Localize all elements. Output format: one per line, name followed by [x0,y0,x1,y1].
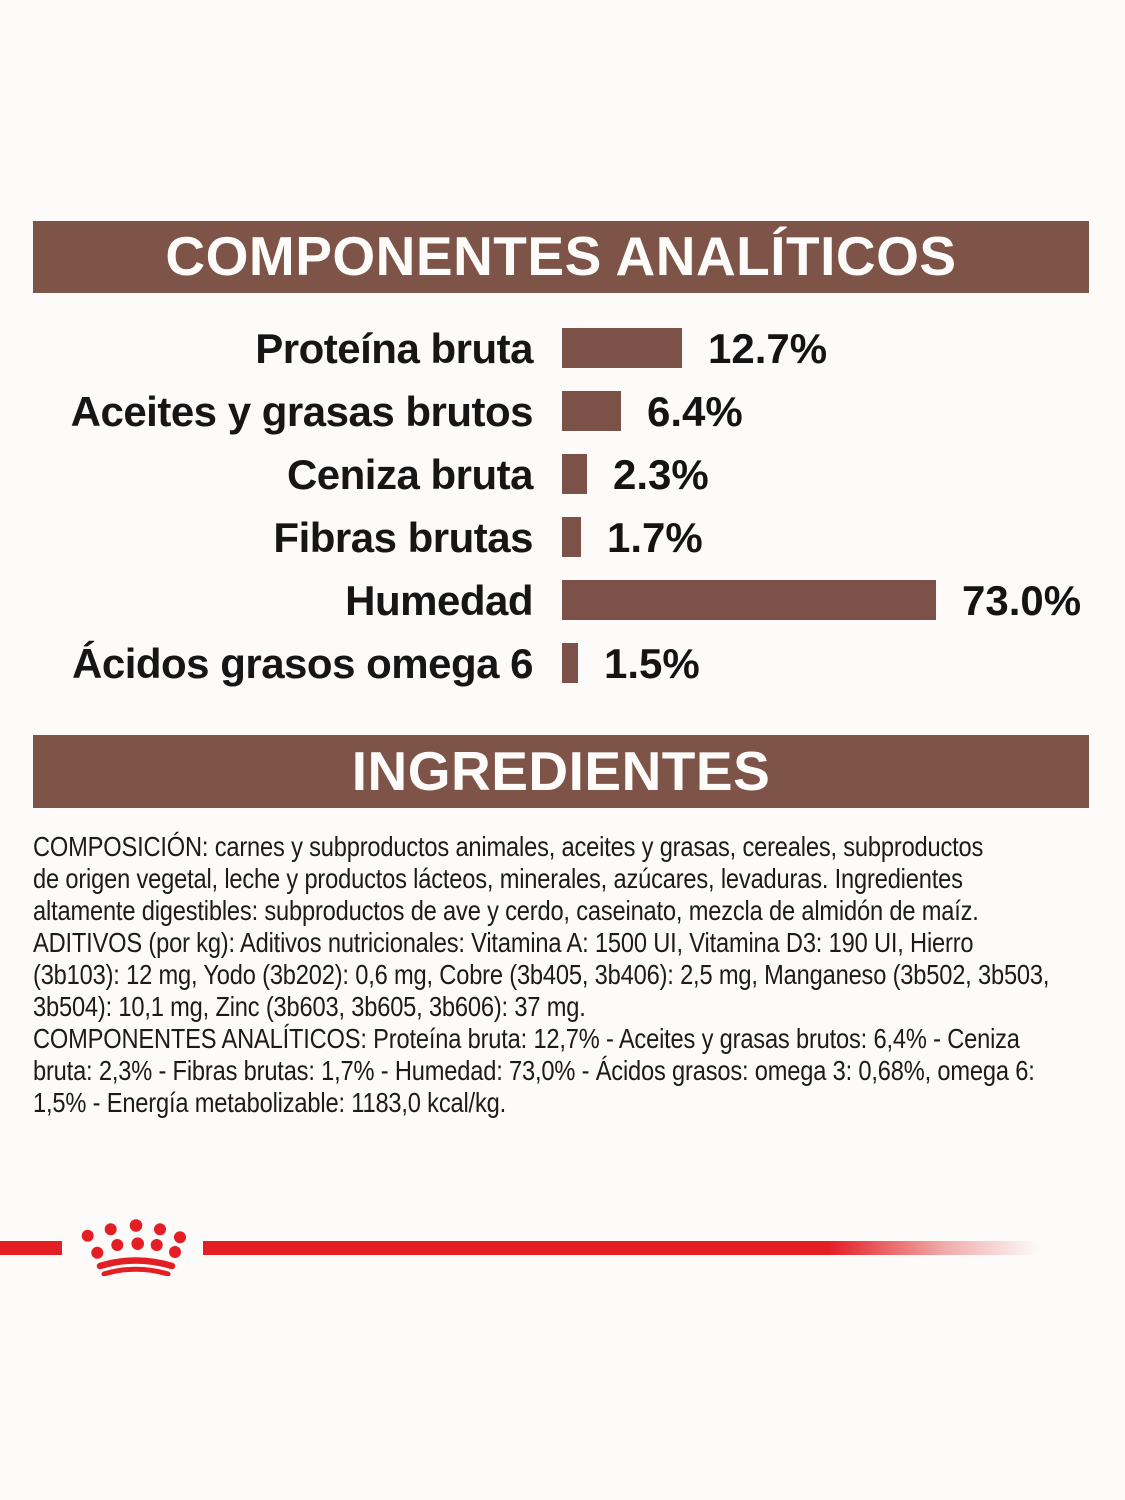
value-bar [562,643,578,683]
royal-canin-crown-logo [81,1219,186,1276]
value-bar [562,391,621,431]
section-header-ingredientes: INGREDIENTES [33,735,1089,808]
chart-row: Ácidos grasos omega 6 1.5% [0,632,1125,695]
section-header-componentes-analiticos: COMPONENTES ANALÍTICOS [33,221,1089,293]
brand-divider-line-right [203,1241,1048,1255]
value-bar [562,454,587,494]
chart-row: Fibras brutas 1.7% [0,506,1125,569]
paragraph-composicion: COMPOSICIÓN: carnes y subproductos anima… [33,831,984,926]
category-label: Aceites y grasas brutos [70,388,534,435]
section-title: INGREDIENTES [351,740,771,802]
section-title: COMPONENTES ANALÍTICOS [165,225,957,287]
value-label: 12.7% [708,325,828,372]
category-label: Ácidos grasos omega 6 [72,640,534,687]
chart-row: Humedad 73.0% [0,569,1125,632]
chart-row: Aceites y grasas brutos 6.4% [0,380,1125,443]
value-bar [562,517,581,557]
paragraph-aditivos: ADITIVOS (por kg): Aditivos nutricionale… [33,927,1050,1022]
value-label: 1.7% [607,514,703,561]
chart-row: Proteína bruta 12.7% [0,317,1125,380]
chart-row: Ceniza bruta 2.3% [0,443,1125,506]
value-label: 6.4% [647,388,743,435]
category-label: Proteína bruta [255,325,533,372]
brand-divider-line-left [0,1241,62,1255]
analytical-components-chart: Proteína bruta 12.7% Aceites y grasas brut… [0,0,1125,710]
value-label: 1.5% [604,640,700,687]
value-label: 73.0% [962,577,1082,624]
paragraph-componentes-analiticos: COMPONENTES ANALÍTICOS: Proteína bruta: … [33,1023,1035,1118]
category-label: Fibras brutas [273,514,533,561]
value-bar [562,328,682,368]
value-bar [562,580,936,620]
ingredients-text-block: COMPOSICIÓN: carnes y subproductos anima… [33,831,1095,1119]
category-label: Humedad [345,577,533,624]
category-label: Ceniza bruta [286,451,534,498]
value-label: 2.3% [613,451,709,498]
